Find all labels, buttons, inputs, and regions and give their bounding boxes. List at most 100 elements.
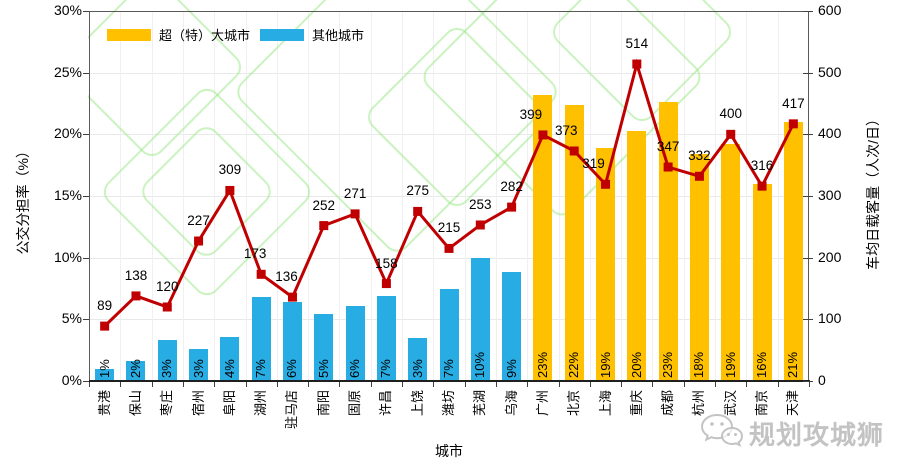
v-gridline — [777, 11, 779, 381]
x-axis-tickmark — [777, 382, 779, 387]
right-axis-tickmark — [803, 134, 813, 136]
bar-固原 — [345, 305, 365, 381]
x-axis-tickmark — [151, 382, 153, 387]
right-axis-tick-label: 400 — [818, 125, 842, 142]
v-gridline — [589, 11, 591, 381]
line-marker-保山 — [131, 291, 141, 301]
line-marker-湖州 — [256, 269, 266, 279]
x-axis-tickmark — [715, 382, 717, 387]
legend-item-other-cities: 其他城市 — [260, 25, 364, 44]
x-axis-tickmark — [308, 382, 310, 387]
bar-许昌 — [376, 295, 396, 381]
x-axis-tickmark — [652, 382, 654, 387]
bar-成都 — [658, 102, 678, 381]
v-gridline — [214, 11, 216, 381]
bar-南阳 — [314, 314, 334, 381]
x-axis-tickmark — [495, 382, 497, 387]
plot-area — [89, 11, 809, 381]
left-axis-tick-label: 0% — [61, 372, 82, 388]
bar-南京 — [752, 183, 772, 381]
right-axis-tickmark — [803, 11, 813, 12]
v-gridline — [370, 11, 372, 381]
left-axis-tickmark — [83, 196, 89, 197]
line-value-label: 282 — [500, 179, 523, 195]
right-axis-tick-label: 0 — [818, 372, 826, 388]
left-axis-tick-label: 5% — [61, 310, 82, 327]
legend-label-other-cities: 其他城市 — [312, 28, 365, 43]
x-axis-tickmark — [464, 382, 466, 387]
bar-上饶 — [408, 337, 428, 381]
x-axis-tickmark — [182, 382, 184, 387]
line-marker-广州 — [538, 130, 548, 140]
bar-重庆 — [627, 130, 647, 381]
line-value-label: 173 — [243, 246, 267, 262]
v-gridline — [652, 11, 654, 381]
x-axis-tickmark — [402, 382, 404, 387]
line-value-label: 514 — [625, 36, 649, 52]
v-gridline — [151, 11, 153, 381]
right-axis-tickmark — [803, 319, 813, 321]
x-axis-tickmark — [433, 382, 435, 387]
bar-枣庄 — [157, 340, 177, 381]
x-axis-title: 城市 — [435, 443, 463, 459]
h-gridline — [89, 257, 809, 259]
left-axis-tick-label: 10% — [53, 248, 82, 265]
x-axis-tickmark — [527, 382, 529, 387]
line-value-label: 319 — [582, 156, 605, 172]
line-marker-天津 — [788, 119, 798, 129]
h-gridline — [89, 134, 809, 136]
line-value-label: 275 — [406, 183, 429, 199]
line-value-label: 120 — [155, 279, 179, 294]
line-marker-潍坊 — [444, 243, 454, 253]
right-axis-tickmark — [803, 257, 813, 259]
line-marker-上海 — [601, 179, 611, 189]
bar-驻马店 — [282, 302, 302, 381]
bar-杭州 — [689, 154, 709, 381]
v-gridline — [433, 11, 435, 381]
bar-武汉 — [721, 144, 741, 381]
h-gridline — [89, 72, 809, 74]
line-marker-乌海 — [507, 202, 517, 212]
line-value-label: 227 — [187, 213, 210, 229]
x-axis-tickmark — [276, 382, 278, 387]
line-marker-上饶 — [413, 206, 423, 216]
line-value-label: 399 — [519, 106, 543, 122]
line-value-label: 252 — [312, 197, 336, 213]
x-axis-tickmark — [809, 382, 810, 387]
line-value-label: 253 — [469, 196, 492, 212]
left-axis-tick-label: 15% — [53, 187, 82, 203]
right-axis-tick-label: 200 — [818, 248, 842, 265]
x-axis-tickmark — [558, 382, 560, 387]
x-axis-tickmark — [746, 382, 748, 387]
v-gridline — [621, 11, 623, 381]
watermark-text: 规划攻城狮 — [749, 420, 885, 450]
x-axis-tickmark — [621, 382, 623, 387]
line-marker-贵港 — [100, 321, 110, 331]
bar-宿州 — [189, 348, 209, 381]
left-axis-tickmark — [83, 257, 89, 259]
line-marker-重庆 — [632, 59, 642, 69]
legend-swatch-other-cities — [260, 28, 305, 41]
bar-北京 — [564, 104, 584, 381]
h-gridline — [89, 196, 809, 197]
v-gridline — [527, 11, 529, 381]
v-gridline — [402, 11, 404, 381]
right-axis-tick-label: 500 — [818, 63, 842, 80]
x-axis-line — [89, 380, 810, 382]
left-axis-tickmark — [83, 72, 89, 74]
bar-阜阳 — [220, 336, 240, 381]
left-axis-tickmark — [83, 381, 89, 382]
right-axis-tickmark — [803, 72, 813, 74]
bar-芜湖 — [470, 257, 490, 381]
left-axis-tick-label: 30% — [53, 2, 82, 18]
x-axis-tickmark — [214, 382, 216, 387]
x-axis-tickmark — [120, 382, 122, 387]
bar-乌海 — [502, 272, 522, 381]
line-marker-阜阳 — [225, 185, 235, 195]
line-marker-许昌 — [381, 279, 391, 289]
line-value-label: 215 — [437, 220, 461, 236]
line-value-label: 332 — [688, 148, 711, 164]
right-axis-tick-label: 300 — [818, 187, 842, 203]
legend-item-mega-cities: 超（特）大城市 — [107, 25, 250, 44]
